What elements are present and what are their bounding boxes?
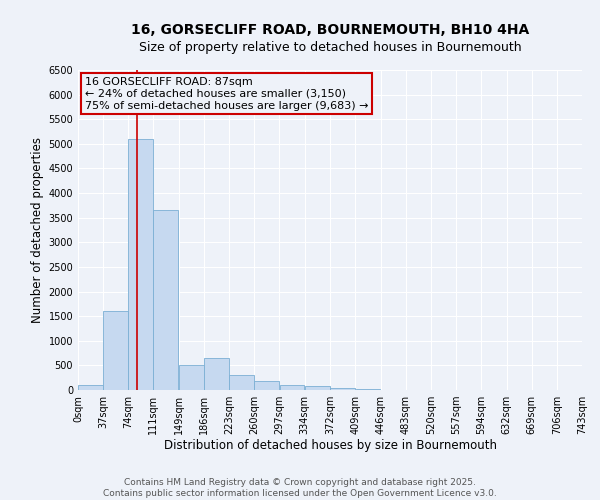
X-axis label: Distribution of detached houses by size in Bournemouth: Distribution of detached houses by size … (163, 438, 497, 452)
Text: Contains HM Land Registry data © Crown copyright and database right 2025.
Contai: Contains HM Land Registry data © Crown c… (103, 478, 497, 498)
Bar (254, 382, 280, 390)
Bar (204, 358, 229, 390)
Bar (128, 139, 153, 390)
Text: Size of property relative to detached houses in Bournemouth: Size of property relative to detached ho… (139, 41, 521, 54)
Bar (356, 389, 380, 390)
Bar (229, 375, 254, 390)
Text: 16, GORSECLIFF ROAD, BOURNEMOUTH, BH10 4HA: 16, GORSECLIFF ROAD, BOURNEMOUTH, BH10 4… (131, 22, 529, 36)
Bar (154, 210, 178, 390)
Bar (103, 311, 128, 390)
Y-axis label: Number of detached properties: Number of detached properties (31, 137, 44, 323)
Bar (280, 385, 304, 390)
Text: 16 GORSECLIFF ROAD: 87sqm
← 24% of detached houses are smaller (3,150)
75% of se: 16 GORSECLIFF ROAD: 87sqm ← 24% of detac… (85, 78, 368, 110)
Bar (179, 366, 204, 390)
Bar (331, 388, 355, 390)
Bar (78, 385, 103, 390)
Bar (305, 386, 329, 390)
